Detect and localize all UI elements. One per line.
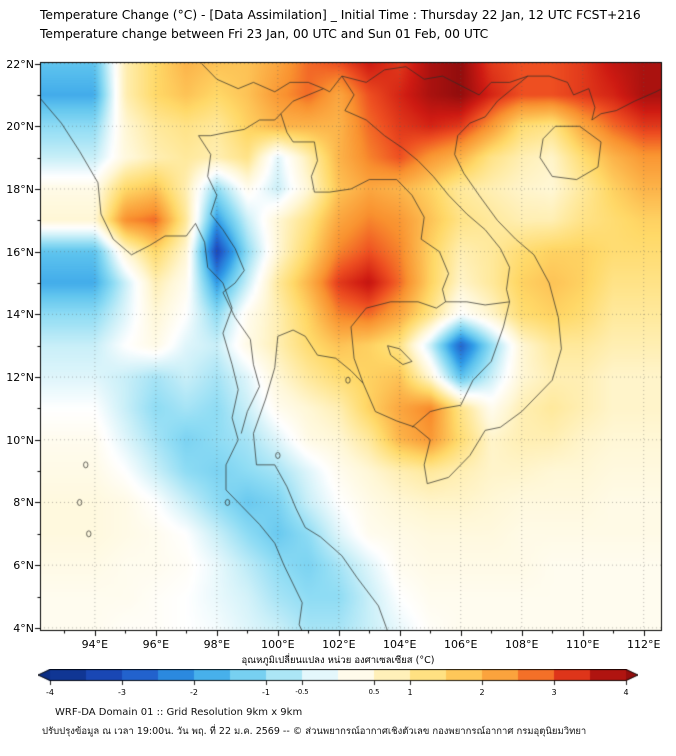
y-tick-label: 4°N <box>13 621 34 635</box>
colorbar-tick-label: -3 <box>118 688 126 697</box>
y-tick-label: 16°N <box>6 245 34 259</box>
temperature-field-canvas <box>0 0 676 650</box>
footer-update-info: ปรับปรุงข้อมูล ณ เวลา 19:00น. วัน พฤ. ที… <box>42 726 587 737</box>
colorbar-tick-label: -2 <box>190 688 198 697</box>
colorbar <box>38 669 638 686</box>
y-tick-label: 22°N <box>6 57 34 71</box>
x-tick-label: 96°E <box>142 638 170 651</box>
x-tick-label: 102°E <box>322 638 356 651</box>
x-tick-label: 112°E <box>626 638 661 651</box>
colorbar-tick-label: 4 <box>623 688 629 697</box>
x-tick-label: 106°E <box>444 638 478 651</box>
x-tick-label: 110°E <box>565 638 600 651</box>
colorbar-tick-label: 3 <box>551 688 557 697</box>
colorbar-tick-label: 0.5 <box>368 688 380 696</box>
colorbar-tick-label: -4 <box>46 688 54 697</box>
x-tick-label: 94°E <box>81 638 109 651</box>
x-tick-label: 108°E <box>505 638 539 651</box>
colorbar-tick-label: 1 <box>407 688 413 697</box>
footer-domain-info: WRF-DA Domain 01 :: Grid Resolution 9km … <box>55 707 303 718</box>
y-tick-label: 8°N <box>13 496 34 510</box>
y-tick-label: 20°N <box>6 120 34 134</box>
y-tick-label: 10°N <box>6 433 34 447</box>
y-tick-label: 6°N <box>13 559 34 573</box>
x-tick-label: 100°E <box>261 638 295 651</box>
y-tick-label: 12°N <box>6 371 34 385</box>
x-tick-label: 98°E <box>203 638 231 651</box>
colorbar-tick-label: -0.5 <box>295 688 309 696</box>
colorbar-label: อุณหภูมิเปลี่ยนแปลง หน่วย องศาเซลเซียส (… <box>241 655 435 666</box>
colorbar-tick-label: -1 <box>262 688 270 697</box>
colorbar-tick-label: 2 <box>479 688 485 697</box>
y-tick-label: 14°N <box>6 308 34 322</box>
x-tick-label: 104°E <box>383 638 417 651</box>
y-tick-label: 18°N <box>6 182 34 196</box>
